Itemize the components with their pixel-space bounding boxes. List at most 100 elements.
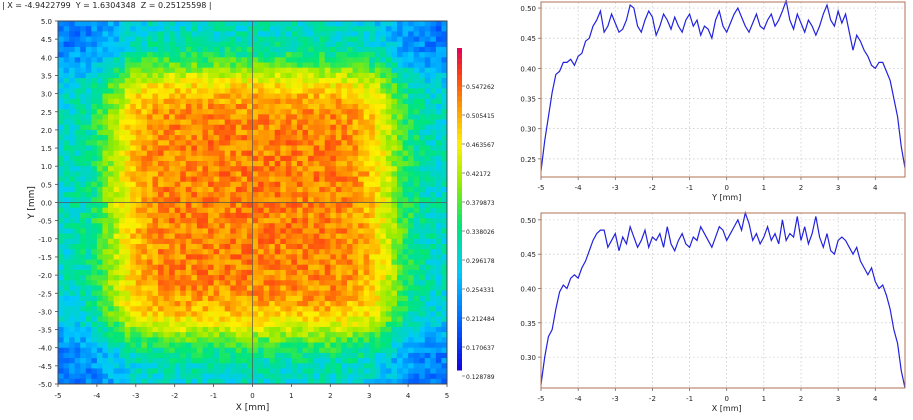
heatmap-cell xyxy=(124,218,131,224)
heatmap-cell xyxy=(291,233,298,240)
heatmap-cell xyxy=(158,93,164,100)
heatmap-cell xyxy=(85,46,92,53)
heatmap-cell xyxy=(196,269,203,276)
heatmap-cell xyxy=(369,363,376,369)
heatmap-cell xyxy=(124,150,131,157)
heatmap-cell xyxy=(419,150,426,157)
heatmap-cell xyxy=(85,26,92,32)
heatmap-cell xyxy=(335,295,342,302)
heatmap-cell xyxy=(319,202,326,209)
heatmap-cell xyxy=(230,378,237,385)
heatmap-cell xyxy=(58,103,64,110)
heatmap-cell xyxy=(330,103,337,110)
heatmap-cell xyxy=(308,124,315,131)
heatmap-cell xyxy=(280,295,287,302)
heatmap-cell xyxy=(330,26,337,32)
heatmap-cell xyxy=(258,176,265,183)
heatmap-cell xyxy=(169,140,176,146)
heatmap-cell xyxy=(85,161,92,167)
heatmap-cell xyxy=(224,352,231,359)
heatmap-cell xyxy=(246,249,253,255)
heatmap-cell xyxy=(441,176,448,183)
heatmap-cell xyxy=(274,186,281,193)
heatmap-cell xyxy=(330,166,337,172)
heatmap-cell xyxy=(230,363,237,369)
heatmap-cell xyxy=(341,306,348,312)
heatmap-cell xyxy=(296,57,303,63)
heatmap-cell xyxy=(341,337,348,343)
heatmap-cell xyxy=(196,181,203,188)
heatmap-cell xyxy=(391,41,398,48)
heatmap-cell xyxy=(96,249,103,255)
heatmap-cell xyxy=(63,72,70,79)
heatmap-cell xyxy=(330,140,337,146)
heatmap-cell xyxy=(396,109,403,115)
heatmap-cell xyxy=(219,373,226,380)
heatmap-cell xyxy=(96,119,103,126)
heatmap-cell xyxy=(374,269,381,276)
heatmap-cell xyxy=(308,378,315,385)
heatmap-cell xyxy=(330,238,337,245)
heatmap-cell xyxy=(441,306,448,312)
heatmap-cell xyxy=(296,171,303,177)
heatmap-cell xyxy=(74,46,81,53)
heatmap-cell xyxy=(441,321,448,328)
heatmap-cell xyxy=(419,280,426,286)
heatmap-cell xyxy=(85,31,92,37)
heatmap-cell xyxy=(74,347,81,354)
heatmap-cell xyxy=(419,264,426,271)
heatmap-cell xyxy=(246,352,253,359)
heatmap-cell xyxy=(202,275,209,281)
heatmap-cell xyxy=(413,249,420,255)
heatmap-cell xyxy=(374,93,381,100)
heatmap-cell xyxy=(119,269,126,276)
heatmap-cell xyxy=(58,98,64,105)
heatmap-cell xyxy=(419,212,426,219)
heatmap-cell xyxy=(358,295,365,302)
heatmap-cell xyxy=(369,259,376,266)
heatmap-cell xyxy=(358,31,365,37)
heatmap-cell xyxy=(424,363,431,369)
heatmap-cell xyxy=(113,275,120,281)
heatmap-cell xyxy=(313,46,320,53)
heatmap-cell xyxy=(185,67,192,74)
heatmap-cell xyxy=(291,129,298,136)
heatmap-cell xyxy=(58,88,64,94)
heatmap-cell xyxy=(202,337,209,343)
heatmap-cell xyxy=(285,93,292,100)
heatmap-cell xyxy=(202,378,209,385)
heatmap-cell xyxy=(135,285,142,292)
heatmap-cell xyxy=(308,72,315,79)
heatmap-cell xyxy=(152,26,159,32)
heatmap-cell xyxy=(246,31,253,37)
heatmap-cell xyxy=(80,207,87,214)
heatmap-cell xyxy=(196,228,203,235)
heatmap-cell xyxy=(91,280,98,286)
heatmap-cell xyxy=(285,197,292,203)
heatmap-cell xyxy=(352,280,359,286)
heatmap-cell xyxy=(124,31,131,37)
heatmap-cell xyxy=(441,212,448,219)
heatmap-cell xyxy=(135,150,142,157)
heatmap-cell xyxy=(324,197,331,203)
heatmap-cell xyxy=(113,238,120,245)
heatmap-cell xyxy=(380,31,387,37)
heatmap-cell xyxy=(158,41,164,48)
heatmap-cell xyxy=(424,306,431,312)
heatmap-cell xyxy=(313,332,320,338)
heatmap-cell xyxy=(158,373,164,380)
heatmap-cell xyxy=(230,52,237,58)
heatmap-cell xyxy=(96,57,103,63)
heatmap-cell xyxy=(324,93,331,100)
heatmap-cell xyxy=(202,140,209,146)
heatmap-cell xyxy=(374,176,381,183)
heatmap-cell xyxy=(69,26,76,32)
heatmap-cell xyxy=(169,238,176,245)
heatmap-cell xyxy=(308,119,315,126)
heatmap-cell xyxy=(163,337,170,343)
heatmap-cell xyxy=(146,161,153,167)
heatmap-cell xyxy=(169,249,176,255)
heatmap-cell xyxy=(313,145,320,152)
heatmap-cell xyxy=(352,321,359,328)
heatmap-cell xyxy=(374,202,381,209)
